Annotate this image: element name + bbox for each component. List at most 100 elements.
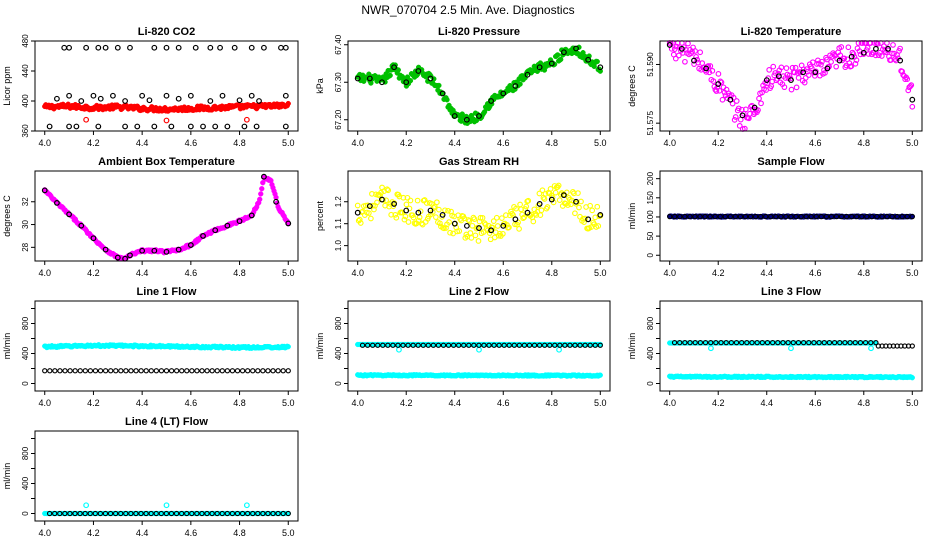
data-point (852, 339, 858, 346)
data-point (481, 342, 487, 348)
data-point (708, 345, 714, 352)
data-point (742, 213, 749, 220)
data-point (285, 368, 291, 374)
panel-title: Li-820 CO2 (138, 26, 195, 38)
data-point (597, 372, 603, 378)
series-diag_mid (54, 92, 289, 104)
y-axis-label: kPa (315, 78, 325, 94)
data-point (41, 187, 48, 194)
series-line3_diag_high (671, 339, 879, 346)
x-tick-label: 4.8 (858, 398, 871, 408)
x-tick-label: 5.0 (906, 398, 919, 408)
data-point (672, 55, 679, 62)
x-axis: 4.0 4.2 4.4 4.6 4.8 5.0 (38, 391, 295, 408)
data-point (364, 342, 371, 348)
data-point (727, 96, 734, 103)
data-point (874, 213, 880, 220)
data-point (435, 342, 442, 348)
panel-title: Li-820 Temperature (741, 26, 842, 38)
data-point (437, 220, 443, 227)
data-point (524, 71, 531, 78)
panel-title: Line 3 Flow (761, 286, 821, 298)
data-point (434, 199, 440, 206)
data-point (72, 368, 78, 374)
data-point (354, 209, 361, 216)
data-point (102, 44, 109, 51)
data-point (541, 196, 548, 202)
y-tick-label: 440 (21, 64, 30, 78)
data-point (702, 339, 709, 346)
data-point (783, 213, 789, 220)
x-tick-label: 4.6 (185, 528, 198, 538)
data-point (446, 219, 452, 225)
y-tick-label: 32 (21, 197, 30, 206)
data-point (811, 339, 817, 346)
data-point (523, 203, 530, 210)
data-point (439, 90, 446, 97)
data-point (444, 97, 450, 103)
data-point (410, 342, 416, 348)
data-point (118, 510, 124, 517)
data-point (488, 98, 495, 104)
data-point (461, 342, 467, 348)
data-point (498, 215, 505, 221)
data-point (675, 52, 682, 59)
data-point (687, 213, 693, 220)
data-point (403, 79, 410, 86)
data-point (57, 510, 63, 517)
y-axis: 0 400 800 (334, 308, 348, 386)
data-marks (667, 213, 915, 220)
data-point (456, 228, 463, 234)
data-point (775, 339, 781, 346)
panel-8: Line 3 Flow ml/min 4.0 4.2 4.4 4.6 4.8 5.0 0 400 8… (627, 286, 923, 408)
data-point (431, 203, 438, 210)
plot-frame (34, 40, 299, 132)
y-axis: 67.20 67.30 67.40 (334, 34, 348, 130)
data-point (163, 117, 170, 124)
x-tick-label: 4.0 (663, 398, 676, 408)
data-point (561, 192, 567, 199)
y-axis: 51.575 51.590 (646, 52, 660, 135)
data-point (818, 61, 824, 68)
data-point (793, 213, 799, 220)
data-point (146, 97, 153, 104)
data-point (402, 213, 409, 220)
x-tick-label: 4.6 (497, 268, 510, 278)
panel-title: Line 1 Flow (137, 286, 197, 298)
data-point (66, 123, 72, 130)
series-pressure_diag (354, 45, 604, 123)
y-tick-label: 100 (646, 210, 655, 224)
data-point (209, 368, 215, 374)
data-point (581, 219, 587, 226)
data-point (436, 82, 442, 89)
data-point (194, 368, 200, 374)
data-point (261, 173, 267, 180)
data-point (239, 368, 246, 374)
data-point (558, 56, 564, 63)
plot-frame (347, 40, 611, 132)
data-point (83, 44, 90, 51)
data-point (860, 49, 867, 56)
data-point (747, 213, 754, 220)
x-axis: 4.0 4.2 4.4 4.6 4.8 5.0 (38, 131, 295, 148)
data-point (537, 212, 544, 219)
data-point (97, 368, 104, 374)
data-point (552, 189, 559, 196)
data-point (788, 345, 794, 352)
data-point (179, 368, 185, 374)
data-point (547, 186, 554, 192)
data-point (471, 216, 478, 222)
data-point (702, 213, 708, 220)
x-tick-label: 4.6 (185, 398, 198, 408)
x-tick-label: 4.2 (400, 138, 413, 148)
data-point (878, 53, 885, 59)
data-point (108, 368, 114, 374)
x-tick-label: 4.6 (809, 398, 822, 408)
data-point (477, 214, 484, 221)
x-tick-label: 4.0 (351, 268, 364, 278)
data-point (838, 213, 845, 220)
data-point (248, 92, 255, 99)
data-point (395, 67, 401, 73)
data-point (909, 103, 916, 110)
x-tick-label: 4.0 (663, 138, 676, 148)
